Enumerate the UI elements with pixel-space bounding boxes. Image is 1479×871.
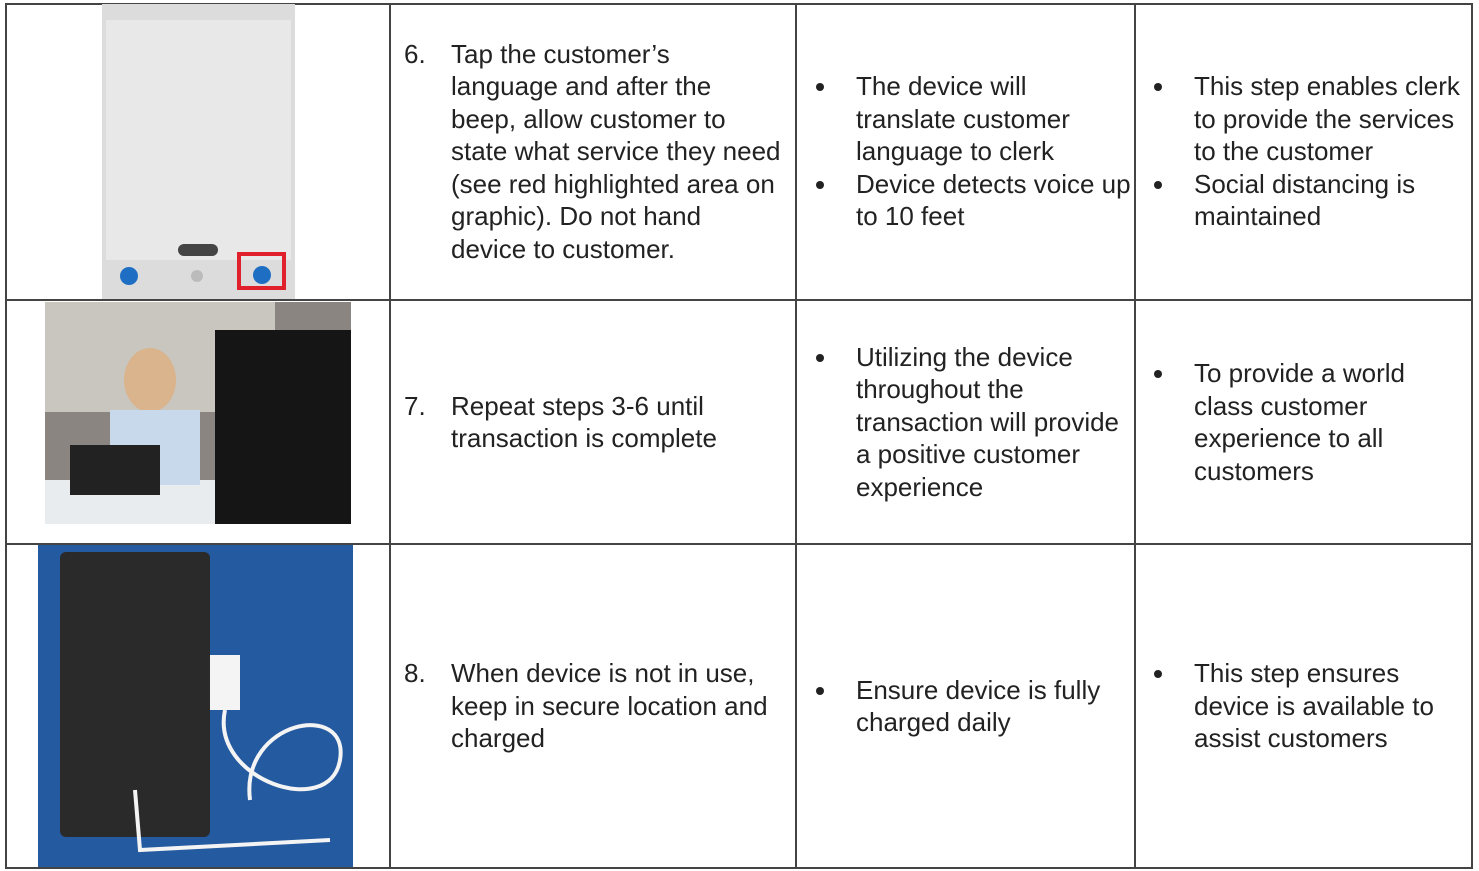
effects-cell: Utilizing the device throughout the tran… (816, 301, 1131, 543)
effects-list: Utilizing the device throughout the tran… (816, 341, 1131, 504)
step-number: 7. (404, 390, 426, 421)
effects-item: Device detects voice up to 10 feet (816, 168, 1131, 232)
purpose-list: To provide a world class customer experi… (1154, 357, 1464, 487)
step: 6. Tap the customer’s language and after … (400, 38, 781, 266)
purpose-item: This step enables clerk to provide the s… (1154, 70, 1464, 168)
effects-item: Utilizing the device throughout the tran… (816, 341, 1131, 504)
purpose-list: This step ensures device is available to… (1154, 657, 1464, 755)
step-cell: 8. When device is not in use, keep in sec… (400, 545, 790, 867)
step-number: 6. (404, 38, 426, 69)
step-text: Tap the customer’s language and after th… (451, 38, 781, 264)
phone-screenshot (102, 4, 295, 299)
rule (795, 3, 797, 869)
purpose-list: This step enables clerk to provide the s… (1154, 70, 1464, 233)
step: 8. When device is not in use, keep in sec… (400, 657, 781, 755)
step-cell: 7. Repeat steps 3-6 until transaction is … (400, 301, 790, 543)
purpose-item: Social distancing is maintained (1154, 168, 1464, 233)
device-photo (38, 545, 353, 867)
rule (1134, 3, 1136, 869)
purpose-cell: To provide a world class customer experi… (1154, 301, 1464, 543)
effects-cell: Ensure device is fully charged daily (816, 545, 1131, 867)
rule (5, 543, 1473, 545)
step: 7. Repeat steps 3-6 until transaction is … (400, 390, 781, 455)
rule (5, 3, 7, 869)
step-number: 8. (404, 658, 426, 689)
purpose-item: To provide a world class customer experi… (1154, 357, 1464, 487)
purpose-cell: This step enables clerk to provide the s… (1154, 4, 1464, 299)
effects-cell: The device will translate customer langu… (816, 4, 1131, 299)
rule (5, 299, 1473, 301)
step-cell: 6. Tap the customer’s language and after … (400, 4, 790, 299)
rule (1471, 3, 1473, 869)
step-text: Repeat steps 3-6 until transaction is co… (451, 390, 717, 454)
effects-item: Ensure device is fully charged daily (816, 674, 1131, 739)
effects-list: Ensure device is fully charged daily (816, 674, 1131, 739)
rule (5, 3, 1473, 5)
rule (5, 867, 1473, 869)
effects-item: The device will translate customer langu… (816, 70, 1131, 168)
rule (389, 3, 391, 869)
effects-list: The device will translate customer langu… (816, 70, 1131, 233)
clerk-photo (45, 302, 351, 524)
purpose-cell: This step ensures device is available to… (1154, 545, 1464, 867)
purpose-item: This step ensures device is available to… (1154, 657, 1464, 755)
step-text: When device is not in use, keep in secur… (451, 658, 768, 754)
